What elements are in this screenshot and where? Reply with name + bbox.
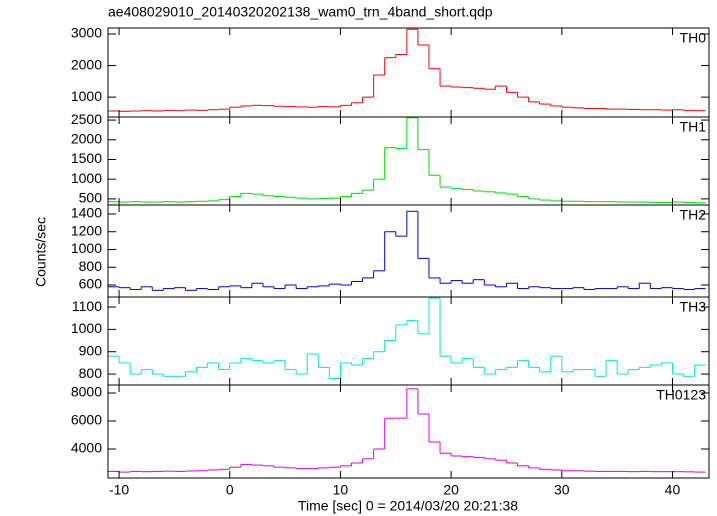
x-axis-label: Time [sec] 0 = 2014/03/20 20:21:38 — [298, 498, 518, 514]
y-tick-label: 1000 — [71, 240, 102, 256]
y-tick-label: 8000 — [71, 384, 102, 400]
y-tick-label: 6000 — [71, 412, 102, 428]
y-tick-label: 800 — [79, 258, 103, 274]
x-tick-label: 20 — [443, 482, 459, 498]
y-tick-label: 900 — [79, 342, 103, 358]
panel-frame — [107, 116, 710, 206]
y-tick-label: 2000 — [71, 130, 102, 146]
y-tick-label: 1000 — [71, 88, 102, 104]
panel-label: TH0 — [680, 30, 707, 46]
y-tick-label: 1100 — [72, 298, 102, 314]
y-tick-label: 1200 — [71, 222, 102, 238]
x-tick-label: 30 — [554, 482, 570, 498]
x-tick-label: -10 — [109, 482, 129, 498]
y-tick-label: 1500 — [71, 150, 102, 166]
y-tick-label: 1000 — [71, 170, 102, 186]
y-tick-label: 3000 — [71, 25, 102, 41]
panel-label: TH3 — [680, 299, 707, 315]
y-tick-label: 1000 — [71, 320, 102, 336]
y-tick-label: 2000 — [71, 56, 102, 72]
panel-frame — [107, 27, 710, 118]
y-axis-label: Counts/sec — [33, 217, 49, 287]
panel-frame — [107, 296, 710, 386]
y-tick-label: 800 — [79, 365, 103, 381]
y-tick-label: 4000 — [71, 440, 102, 456]
panel-frame — [107, 204, 710, 298]
y-tick-label: 500 — [79, 190, 103, 206]
x-tick-label: 40 — [665, 482, 681, 498]
panel-frame — [107, 384, 710, 479]
y-tick-label: 1400 — [71, 205, 102, 221]
panel-label: TH2 — [680, 207, 707, 223]
y-tick-label: 2500 — [71, 111, 102, 127]
y-tick-label: 600 — [79, 276, 103, 292]
panel-label: TH0123 — [656, 387, 706, 403]
chart-title: ae408029010_20140320202138_wam0_trn_4ban… — [108, 4, 493, 20]
x-tick-label: 10 — [333, 482, 349, 498]
panel-label: TH1 — [680, 119, 707, 135]
x-tick-label: 0 — [226, 482, 234, 498]
